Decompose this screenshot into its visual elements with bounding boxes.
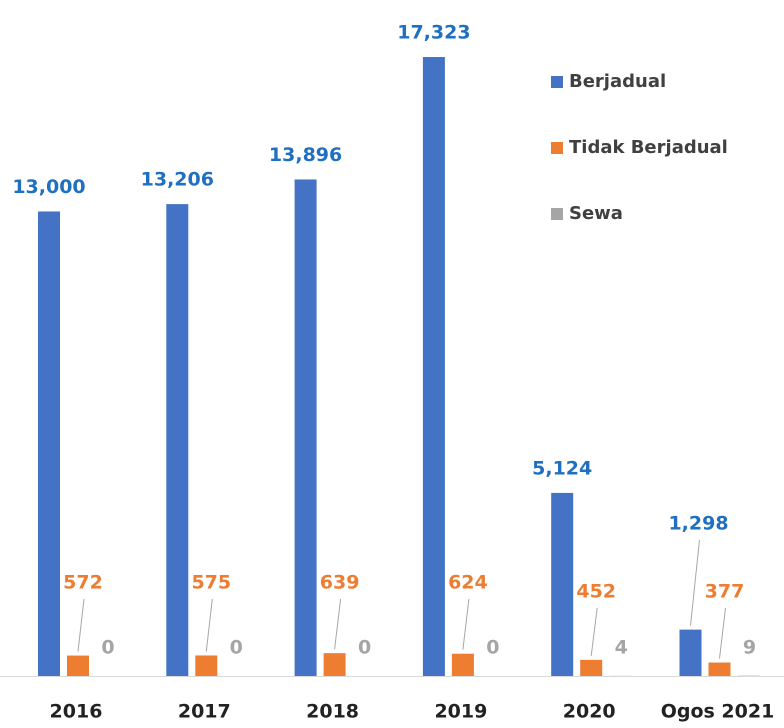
- legend-label: Tidak Berjadual: [569, 137, 728, 158]
- bar: [580, 660, 602, 676]
- data-label: 624: [448, 572, 488, 594]
- data-label: 0: [230, 637, 243, 659]
- x-tick-label: 2016: [50, 701, 103, 723]
- data-label: 1,298: [668, 513, 728, 535]
- leader-line: [720, 608, 726, 659]
- bar: [38, 211, 60, 676]
- bar: [709, 663, 731, 676]
- bar: [295, 179, 317, 676]
- bar: [551, 493, 573, 676]
- x-tick-label: Ogos 2021: [661, 701, 775, 723]
- data-label: 4: [615, 637, 628, 659]
- data-label: 5,124: [532, 457, 592, 479]
- bar: [452, 654, 474, 676]
- leader-line: [591, 608, 597, 656]
- data-label: 0: [486, 637, 499, 659]
- legend-label: Sewa: [569, 203, 623, 224]
- data-label: 575: [191, 572, 231, 594]
- leader-line: [463, 599, 469, 650]
- bar: [195, 655, 217, 676]
- data-label: 17,323: [397, 22, 470, 44]
- data-label: 13,206: [141, 169, 214, 191]
- leader-line: [206, 599, 212, 651]
- legend-swatch: [551, 76, 563, 88]
- leader-line: [78, 599, 84, 652]
- data-label: 377: [705, 581, 745, 603]
- x-tick-label: 2018: [306, 701, 359, 723]
- data-label: 452: [576, 581, 616, 603]
- data-label: 13,896: [269, 144, 342, 166]
- bar: [67, 656, 89, 676]
- legend-swatch: [551, 208, 563, 220]
- data-label: 9: [743, 637, 756, 659]
- leader-line: [691, 540, 700, 626]
- leader-line: [335, 599, 341, 649]
- data-label: 0: [358, 637, 371, 659]
- bar: [166, 204, 188, 676]
- x-tick-label: 2020: [563, 701, 616, 723]
- data-label: 0: [101, 637, 114, 659]
- x-tick-label: 2019: [434, 701, 487, 723]
- legend-label: Berjadual: [569, 71, 666, 92]
- bar: [423, 57, 445, 676]
- bar: [680, 630, 702, 676]
- x-tick-label: 2017: [178, 701, 231, 723]
- bar: [324, 653, 346, 676]
- data-label: 572: [63, 572, 103, 594]
- data-label: 13,000: [12, 176, 85, 198]
- legend-swatch: [551, 142, 563, 154]
- data-label: 639: [320, 572, 360, 594]
